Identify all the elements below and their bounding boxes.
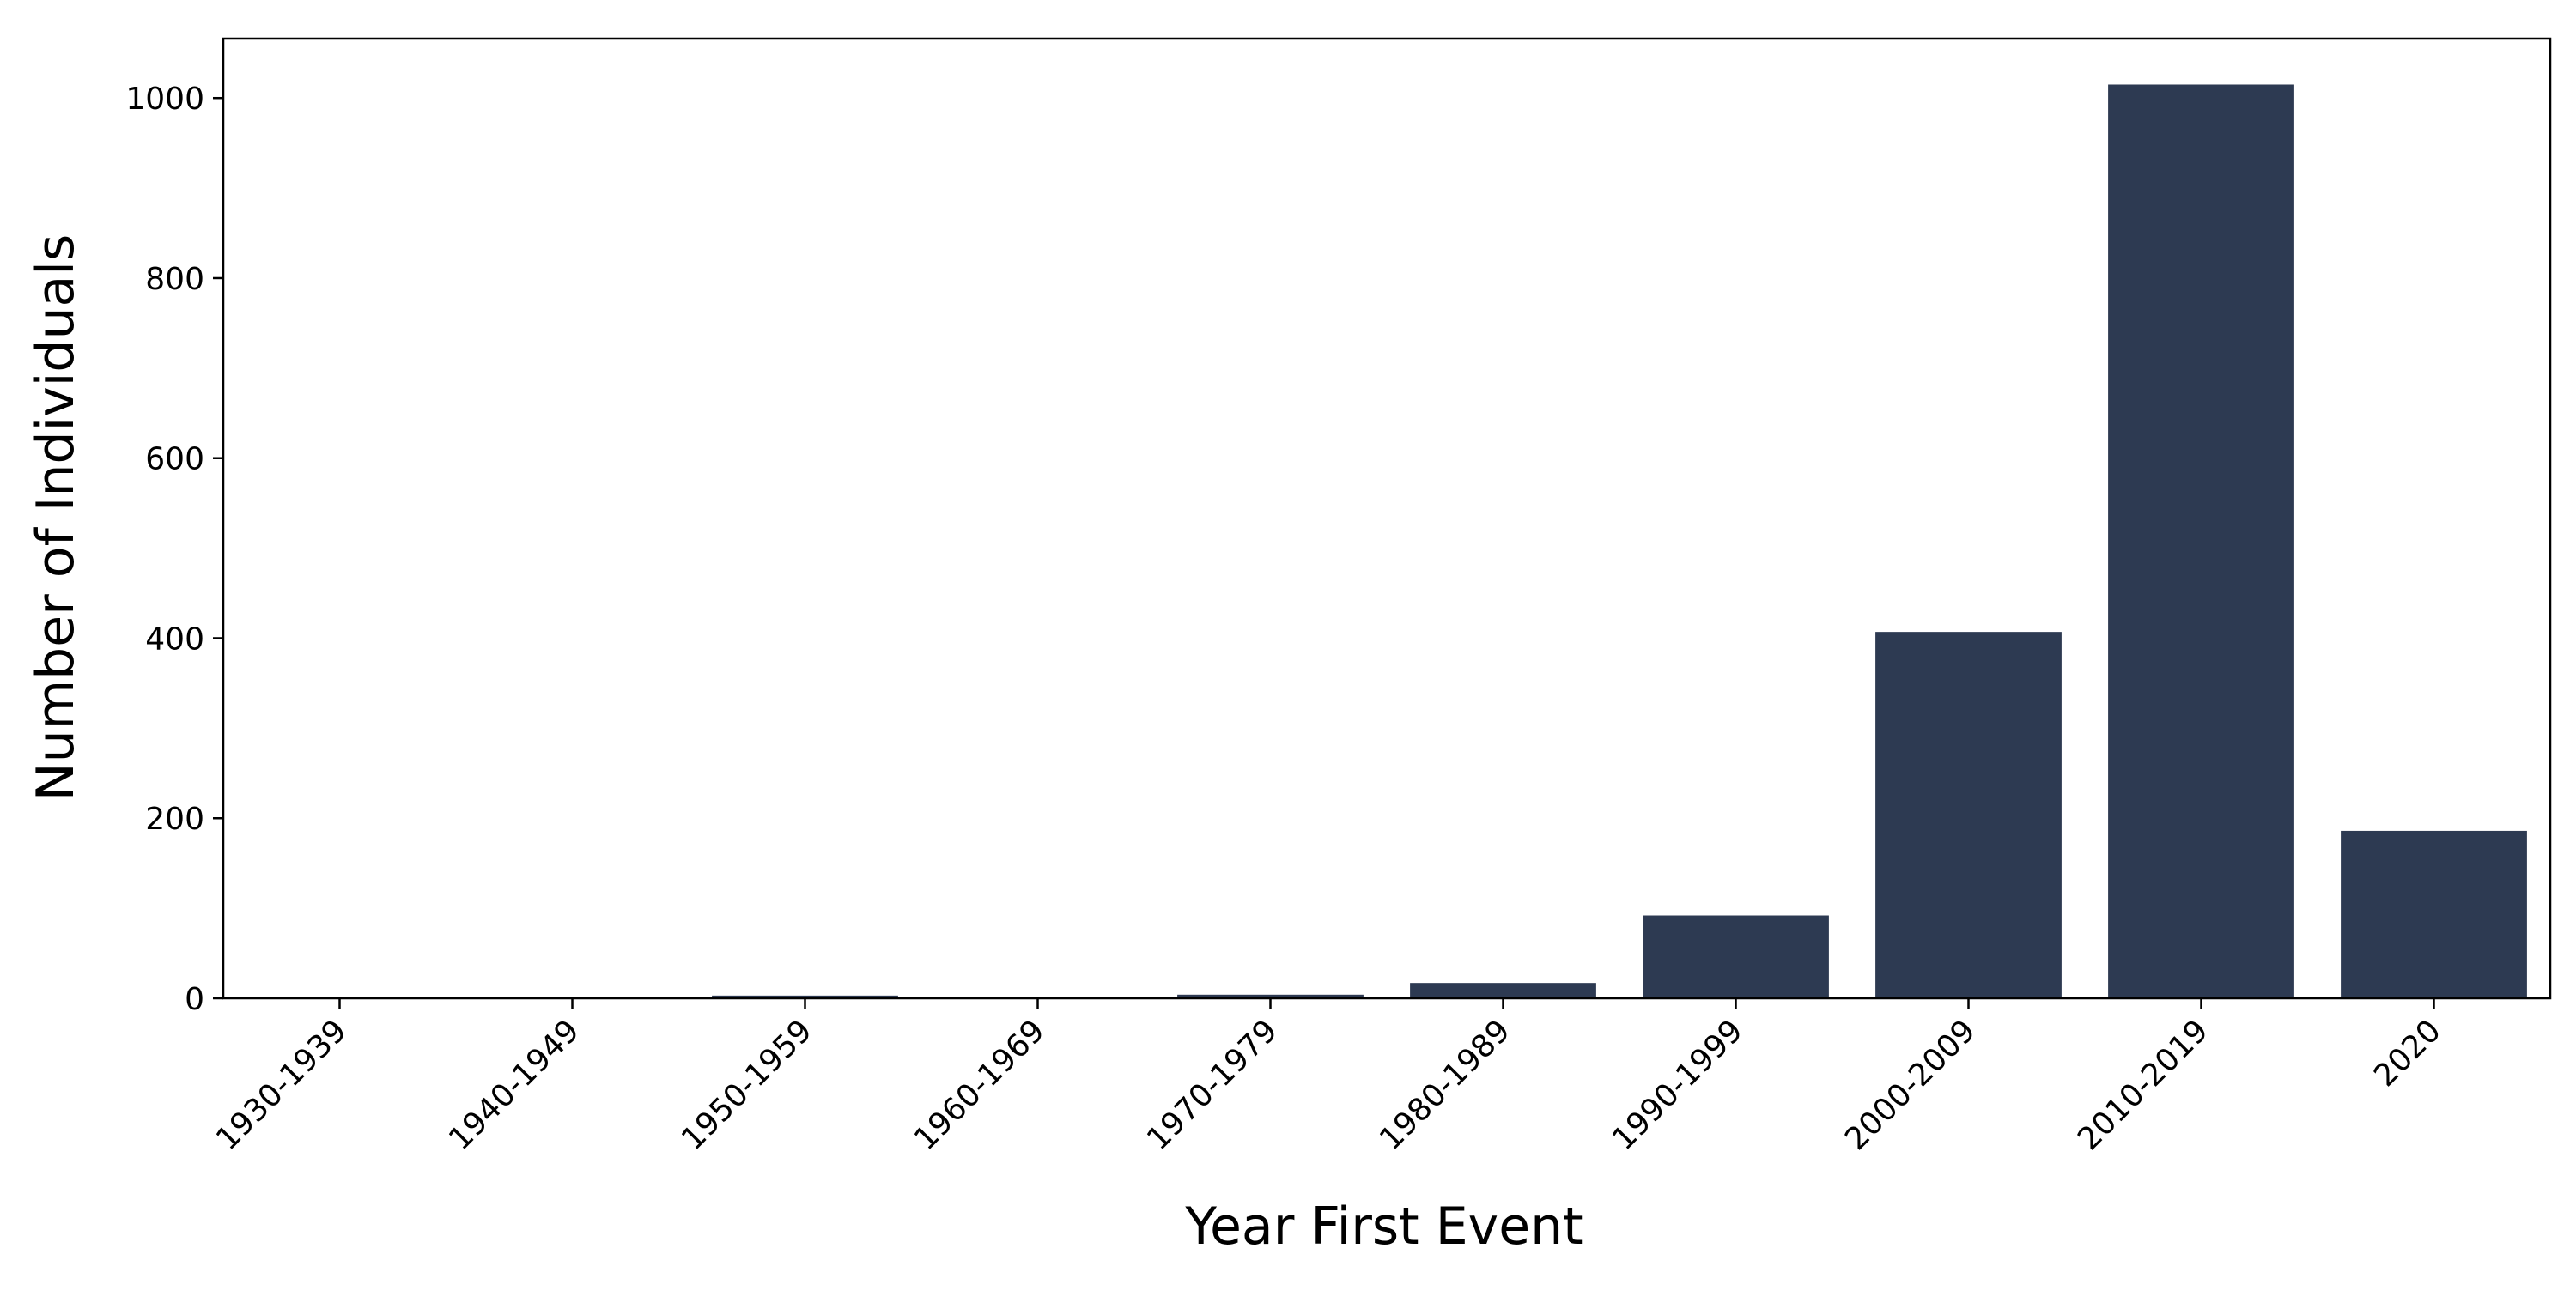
x-tick-label: 1980-1989 — [1373, 1013, 1517, 1157]
x-tick-label: 2000-2009 — [1838, 1013, 1983, 1157]
x-tick-label: 1960-1969 — [908, 1013, 1052, 1157]
plot-frame — [222, 37, 2552, 1000]
bar-2020 — [2341, 830, 2527, 998]
y-tick-label: 400 — [145, 621, 204, 657]
x-tick-label: 2010-2019 — [2071, 1013, 2215, 1157]
y-tick-label: 200 — [145, 802, 204, 837]
y-axis-title: Number of Individuals — [26, 234, 86, 801]
bar-1970-1979 — [1177, 994, 1364, 998]
y-tick-label: 600 — [145, 442, 204, 477]
y-tick-label: 0 — [185, 982, 204, 1017]
x-tick-label: 1990-1999 — [1606, 1013, 1750, 1157]
x-axis-title: Year First Event — [1184, 1197, 1583, 1257]
axes — [222, 37, 2552, 1000]
x-tick-label: 1940-1949 — [442, 1013, 586, 1157]
bars — [246, 84, 2527, 999]
x-tick-label: 1970-1979 — [1140, 1013, 1285, 1157]
y-tick-label: 1000 — [125, 82, 204, 117]
bar-2010-2019 — [2108, 84, 2294, 999]
x-tick-label: 1930-1939 — [210, 1013, 354, 1157]
y-tick-label: 800 — [145, 262, 204, 297]
bar-1990-1999 — [1643, 915, 1829, 998]
x-tick-label: 1950-1959 — [675, 1013, 819, 1157]
bar-1980-1989 — [1410, 983, 1596, 998]
x-tick-label: 2020 — [2367, 1013, 2448, 1094]
bar-2000-2009 — [1875, 632, 2062, 998]
bar-1950-1959 — [712, 995, 898, 998]
